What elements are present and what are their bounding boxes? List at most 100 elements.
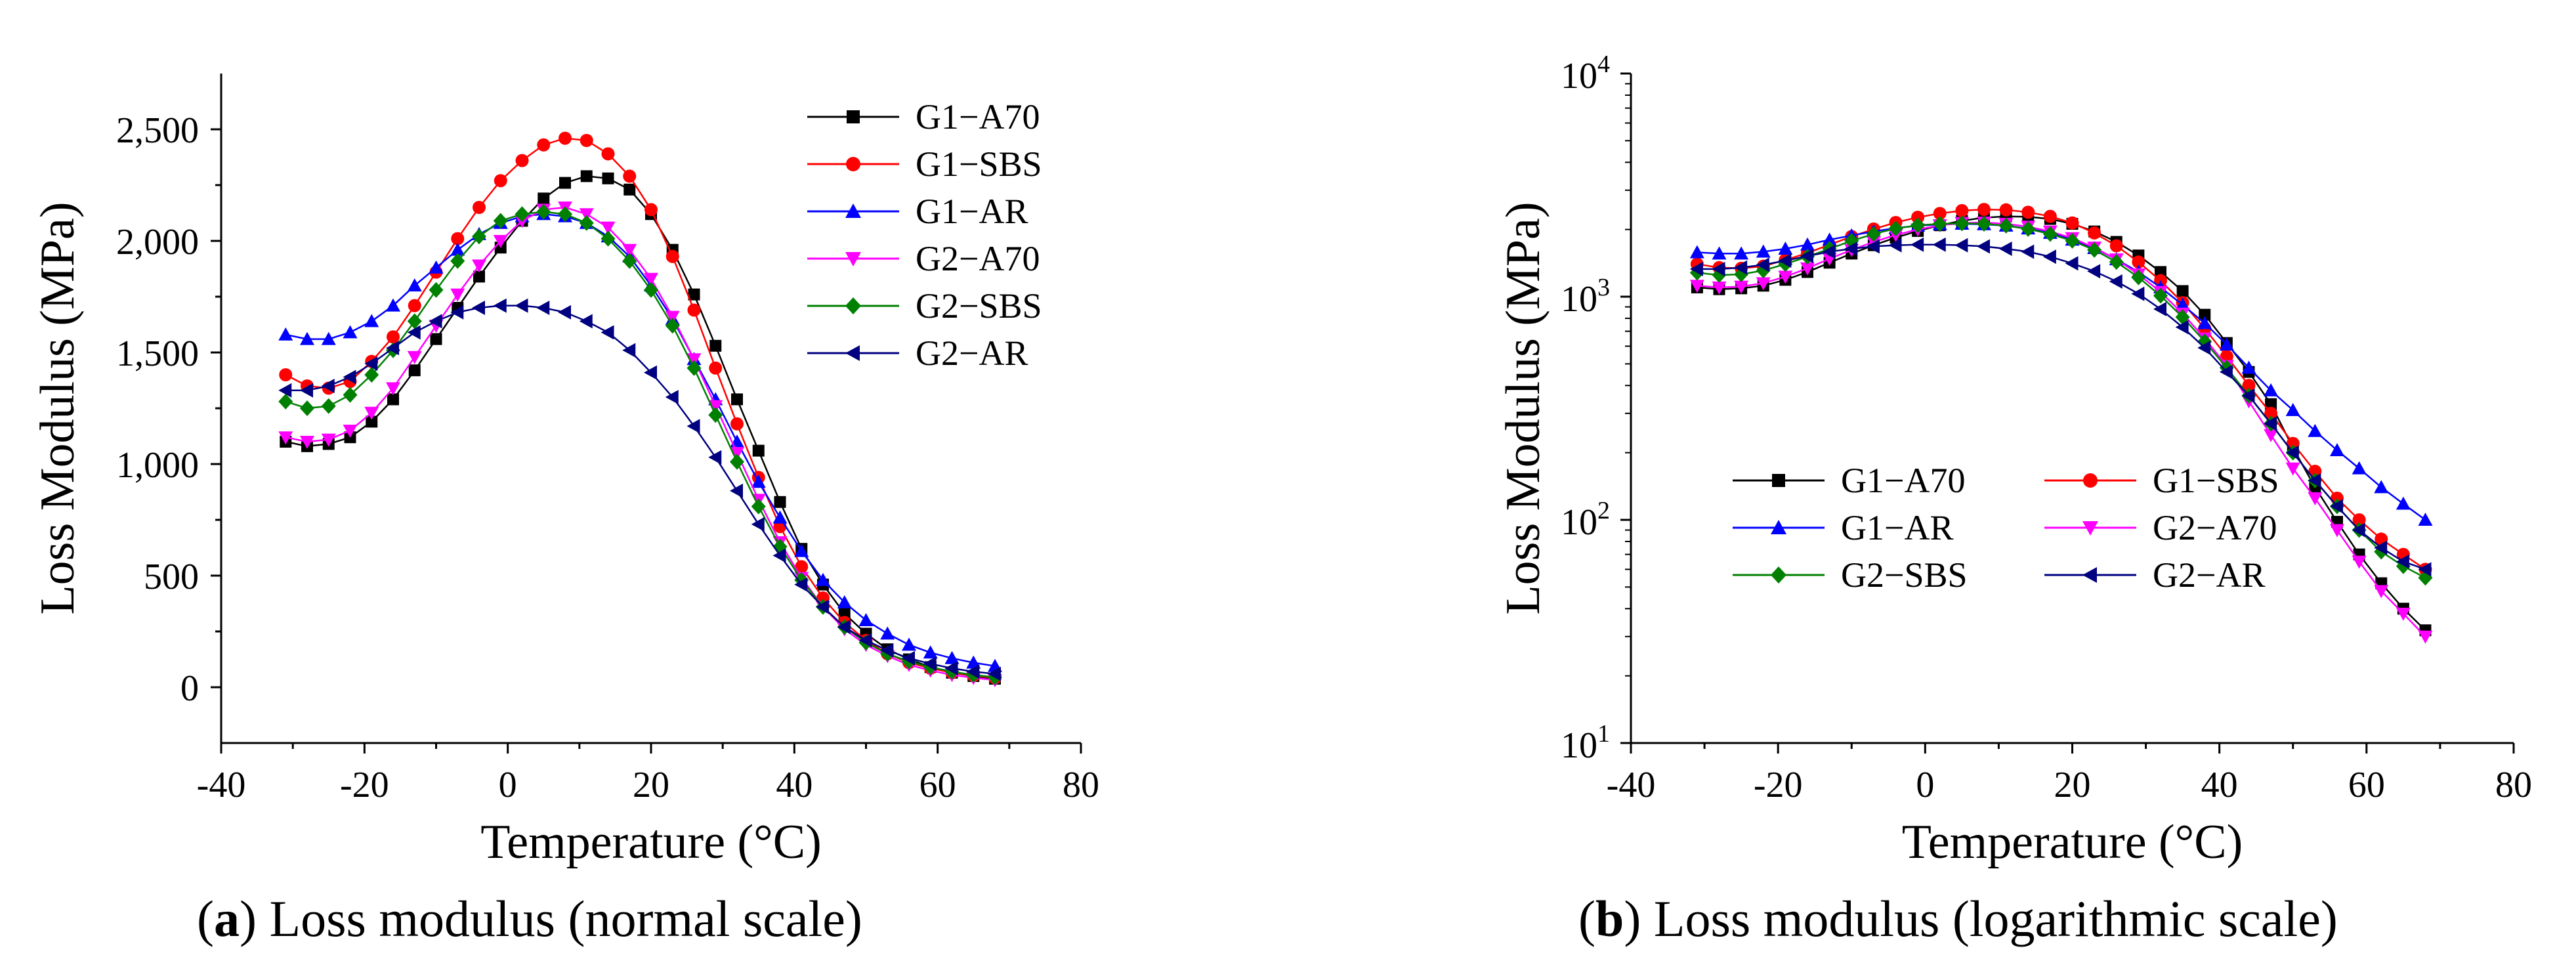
data-point [536,203,551,220]
data-point [794,543,809,557]
x-tick-label: 20 [633,765,669,805]
data-point [2132,255,2145,269]
data-point [450,288,465,302]
data-point [278,383,292,398]
data-point [579,215,594,231]
data-point [2264,406,2278,420]
data-point [1911,217,1926,234]
data-point [473,201,486,214]
data-point [2175,320,2189,335]
chart-panel-a: -40 -20 0 20 40 60 80 0 500 1,000 1,500 2,000 2,500 T… [31,74,1099,869]
legend-item: G2−A70 [2044,508,2277,547]
y-tick-label: 102 [1561,497,1610,543]
data-point [321,379,335,393]
data-point [2109,254,2124,270]
data-point [1888,238,1902,253]
data-point [665,318,680,334]
data-point [2241,360,2256,374]
data-point [2265,398,2277,410]
data-point [2242,379,2256,393]
data-point [1756,244,1771,258]
legend-marker [845,345,860,361]
series-line [1697,208,2426,570]
data-point [774,496,786,508]
data-point [2352,461,2367,475]
data-point [559,177,571,189]
data-point [623,169,637,183]
series-G2−SBS [278,203,1002,685]
data-point [430,333,442,345]
data-point [2042,249,2056,265]
data-point [730,483,743,498]
legend-label: G2−SBS [916,286,1042,326]
caption-a: (a) Loss modulus (normal scale) [197,890,862,947]
data-point [795,560,809,574]
legend-label: G2−A70 [916,239,1040,278]
legend-item: G2−AR [2044,555,2265,595]
data-point [2087,242,2102,258]
data-point [2065,216,2079,230]
data-point [450,242,465,256]
data-point [708,407,723,423]
data-point [2175,309,2190,326]
legend-item: G1−AR [1733,508,1953,547]
data-point [2065,232,2080,249]
series-G1−SBS [279,131,1002,685]
data-point [515,154,529,167]
data-point [2396,496,2411,510]
data-point [1778,270,1793,284]
data-point [2065,256,2079,271]
x-tick-label: 80 [2495,765,2532,805]
data-point [2374,540,2388,555]
legend-item: G2−SBS [807,286,1042,326]
data-point [2330,443,2344,457]
data-point [2153,301,2166,316]
legend-marker [845,252,861,266]
data-point [902,650,915,666]
x-tick-label: -40 [197,765,246,805]
data-point [1977,239,1990,254]
data-point [300,436,314,449]
series-line [285,175,996,680]
data-point [1712,261,1725,276]
data-point [880,643,894,658]
y-tick-label: 103 [1561,274,1610,320]
data-point [837,620,851,635]
data-point [622,343,636,358]
legend-marker [845,297,861,314]
data-point [1756,277,1771,291]
x-tick-label: -20 [1754,765,1803,805]
data-point [366,415,378,428]
data-point [1998,217,2014,234]
data-point [2042,226,2058,242]
data-point [387,330,400,344]
data-point [838,607,851,620]
data-point [1977,216,1991,232]
data-point [429,282,444,298]
data-point [944,661,958,676]
data-point [1932,237,1946,252]
data-point [343,325,358,339]
legend-marker [845,203,861,218]
data-point [2418,513,2433,526]
data-point [515,206,530,223]
legend-label: G1−A70 [916,97,1040,137]
y-tick-label: 1,500 [116,333,199,374]
legend-marker [2083,473,2098,488]
data-point [1822,232,1837,246]
data-point [1734,246,1749,260]
data-point [708,400,723,414]
data-point [473,270,485,283]
data-point [1911,237,1924,252]
data-point [2308,465,2322,478]
data-point [2043,209,2057,223]
legend-item: G1−SBS [807,144,1042,184]
data-point [2197,316,2212,330]
data-point [2264,383,2279,396]
data-point [687,303,701,317]
data-point [622,253,637,269]
legend-label: G1−AR [916,192,1028,231]
data-point [686,353,702,367]
data-point [515,298,528,313]
data-point [2418,562,2432,577]
